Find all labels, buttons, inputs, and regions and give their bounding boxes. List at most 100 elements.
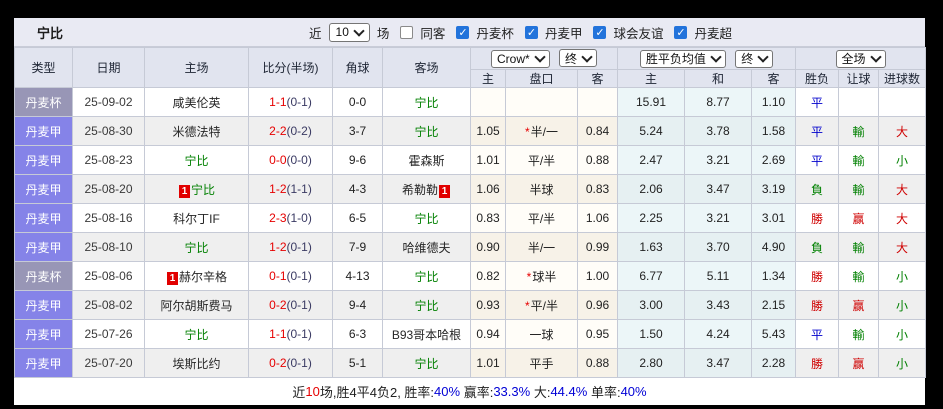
score-cell: 0-0(0-0) <box>248 145 333 175</box>
handicap-cell <box>505 87 578 117</box>
away-odds-cell <box>576 87 619 117</box>
away-team-name[interactable]: 宁比 <box>414 124 439 139</box>
away-team-name[interactable]: 宁比 <box>414 298 439 313</box>
home-odds-cell: 0.82 <box>470 261 506 291</box>
avg-state-value: 终 <box>741 52 754 66</box>
chevron-down-icon <box>581 51 593 63</box>
summary-count: 10 <box>305 384 320 399</box>
home-team-name[interactable]: 宁比 <box>184 327 209 342</box>
handicap-cell: 半/一 <box>505 232 578 262</box>
away-team-cell: 宁比 <box>382 290 471 320</box>
filter-label-danish-1st: 丹麦甲 <box>544 26 583 41</box>
corner-cell: 4-3 <box>332 174 383 204</box>
home-team-name[interactable]: 咸美伦英 <box>172 95 221 110</box>
handicap-result-cell: 赢 <box>838 348 880 378</box>
over-rate-label: 大: <box>530 385 551 400</box>
avg-win-cell: 15.91 <box>617 87 686 117</box>
avg-win-cell: 3.00 <box>617 290 686 320</box>
handicap-text: 一球 <box>529 327 554 342</box>
handicap-text: 半/一 <box>530 124 558 139</box>
column-header-away: 客场 <box>382 47 471 88</box>
home-team-name[interactable]: 米德法特 <box>172 124 221 139</box>
goals-result-cell: 大 <box>878 174 927 204</box>
handicap-result-cell: 輸 <box>838 319 880 349</box>
home-team-name[interactable]: 赫尔辛格 <box>178 269 227 284</box>
away-odds-cell: 0.99 <box>576 232 619 262</box>
away-team-name[interactable]: 宁比 <box>414 95 439 110</box>
away-team-name[interactable]: B93哥本哈根 <box>391 327 462 342</box>
home-team-cell: 埃斯比约 <box>144 348 249 378</box>
filter-checkbox-danish-cup[interactable] <box>456 25 470 39</box>
home-odds-cell <box>470 87 506 117</box>
over-rate-value: 44.4% <box>550 384 588 399</box>
scope-header-cell: 全场 <box>795 47 927 70</box>
column-header-odds-away: 客 <box>576 69 619 88</box>
score-cell: 2-2(0-2) <box>248 116 333 146</box>
summary-footer: 近 10 场,胜4平4负2, 胜率: 40% 赢率: 33.3% 大: 44.4% 单率:… <box>14 378 925 405</box>
fulltime-score: 1-1 <box>269 95 287 109</box>
home-team-name[interactable]: 科尔丁IF <box>173 211 220 226</box>
fulltime-score: 0-2 <box>269 298 287 312</box>
filter-controls: 近 10 场 同客 丹麦杯 丹麦甲 球会友谊 丹麦超 <box>306 22 735 42</box>
away-team-name[interactable]: 哈维德夫 <box>402 240 451 255</box>
avg-lose-cell: 2.69 <box>751 145 797 175</box>
handicap-cell: 平/半 <box>505 145 578 175</box>
home-team-name[interactable]: 宁比 <box>184 153 209 168</box>
match-history-panel: 宁比 近 10 场 同客 丹麦杯 丹麦甲 球会友谊 丹麦超 <box>14 18 927 405</box>
home-team-name[interactable]: 埃斯比约 <box>172 356 221 371</box>
home-odds-cell: 0.90 <box>470 232 506 262</box>
home-team-cell: 宁比 <box>144 232 249 262</box>
same-away-label: 同客 <box>420 26 446 41</box>
away-team-name[interactable]: 希勒勒 <box>401 182 438 197</box>
column-header-handicap: 盘口 <box>505 69 578 88</box>
away-team-name[interactable]: 宁比 <box>414 356 439 371</box>
recent-count-select[interactable]: 10 <box>328 22 370 42</box>
avg-draw-cell: 8.77 <box>684 87 753 117</box>
filter-checkbox-club-friendly[interactable] <box>593 25 607 39</box>
column-header-let-ball: 让球 <box>838 69 880 88</box>
avg-lose-cell: 1.34 <box>751 261 797 291</box>
handicap-text: 半/一 <box>527 240 556 255</box>
fulltime-score: 1-2 <box>269 182 287 196</box>
avg-win-cell: 1.50 <box>617 319 686 349</box>
home-team-cell: 咸美伦英 <box>144 87 249 117</box>
away-team-name[interactable]: 霍森斯 <box>408 153 445 168</box>
avg-type-select[interactable]: 胜平负均值 <box>639 49 726 68</box>
home-team-cell: 阿尔胡斯费马 <box>144 290 249 320</box>
same-away-checkbox[interactable] <box>400 25 414 39</box>
avg-draw-cell: 3.47 <box>684 174 753 204</box>
home-team-name[interactable]: 阿尔胡斯费马 <box>160 298 233 313</box>
away-team-name[interactable]: 宁比 <box>414 211 439 226</box>
avg-lose-cell: 1.10 <box>751 87 797 117</box>
away-team-cell: 宁比 <box>382 348 471 378</box>
bookmaker-select[interactable]: Crow* <box>490 49 550 68</box>
scope-select[interactable]: 全场 <box>835 49 886 68</box>
away-team-name[interactable]: 宁比 <box>414 269 439 284</box>
red-card-badge: 1 <box>439 184 450 198</box>
goals-result-cell: 小 <box>878 145 927 175</box>
avg-state-select[interactable]: 终 <box>735 49 774 68</box>
avg-draw-cell: 4.24 <box>684 319 753 349</box>
filter-checkbox-danish-super[interactable] <box>674 25 688 39</box>
home-odds-cell: 1.01 <box>470 348 506 378</box>
goals-result-cell: 小 <box>878 348 927 378</box>
bookmaker-state-select[interactable]: 终 <box>559 49 598 68</box>
away-team-cell: 宁比 <box>382 87 471 117</box>
avg-win-cell: 5.24 <box>617 116 686 146</box>
home-team-cell: 1 宁比 <box>144 174 249 204</box>
column-header-goals: 进球数 <box>878 69 927 88</box>
date-cell: 25-08-02 <box>72 290 145 320</box>
filter-label-danish-cup: 丹麦杯 <box>476 26 514 41</box>
result-cell: 勝 <box>795 203 840 233</box>
fulltime-score: 0-1 <box>269 269 287 283</box>
home-team-name[interactable]: 宁比 <box>184 240 209 255</box>
home-odds-cell: 0.93 <box>470 290 506 320</box>
league-cell: 丹麦甲 <box>14 290 73 320</box>
recent-label: 近 <box>309 26 322 41</box>
away-team-cell: 哈维德夫 <box>382 232 471 262</box>
filter-checkbox-danish-1st[interactable] <box>524 25 538 39</box>
home-team-name[interactable]: 宁比 <box>190 182 215 197</box>
home-odds-cell: 0.83 <box>470 203 506 233</box>
title-bar: 宁比 近 10 场 同客 丹麦杯 丹麦甲 球会友谊 丹麦超 <box>14 18 925 47</box>
result-cell: 平 <box>795 145 840 175</box>
